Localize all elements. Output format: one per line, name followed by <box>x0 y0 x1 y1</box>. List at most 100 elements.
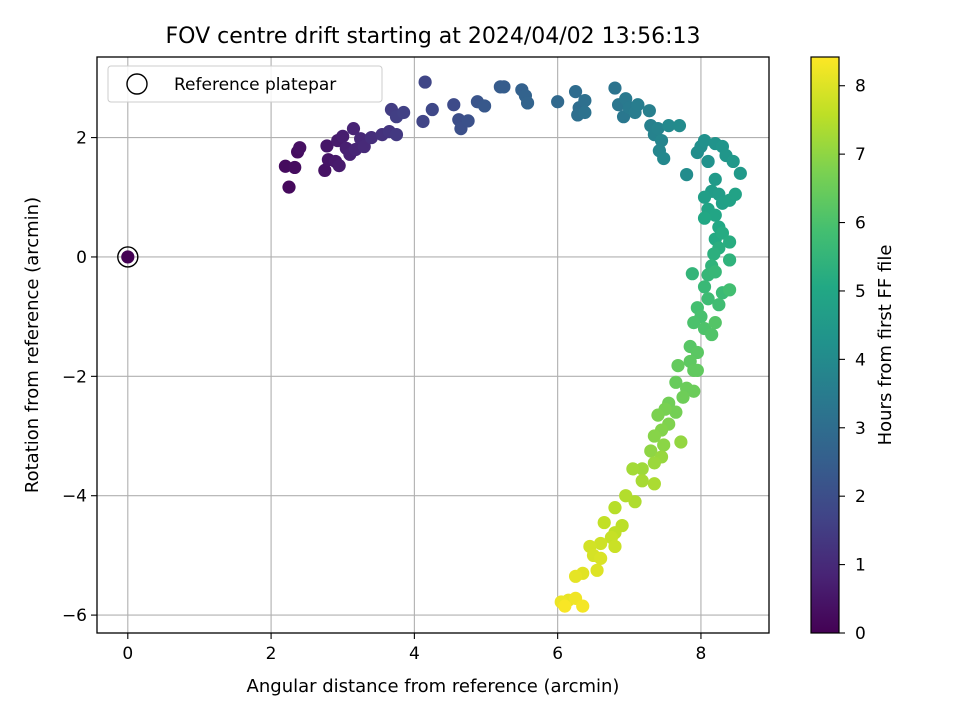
x-tick-label: 8 <box>696 644 707 664</box>
colorbar-tick-label: 6 <box>855 214 866 234</box>
data-point <box>722 283 737 297</box>
data-point <box>461 114 475 128</box>
colorbar-label: Hours from first FF file <box>875 245 896 446</box>
data-point <box>676 390 690 404</box>
data-point <box>551 95 565 109</box>
y-tick-label: −2 <box>62 367 87 387</box>
data-point <box>728 187 742 201</box>
data-point <box>364 130 378 145</box>
data-point <box>558 599 572 613</box>
data-point <box>697 280 712 294</box>
data-point <box>520 96 535 110</box>
data-point <box>282 180 296 194</box>
data-point <box>594 551 608 565</box>
y-tick-label: 0 <box>76 248 87 268</box>
data-point <box>418 75 432 89</box>
data-point <box>631 98 645 112</box>
data-point <box>608 539 622 554</box>
y-tick-label: 2 <box>76 129 87 149</box>
data-point <box>708 172 722 186</box>
data-point <box>697 211 712 225</box>
data-point <box>687 384 701 398</box>
data-point <box>336 129 350 143</box>
data-points <box>117 75 747 613</box>
data-point <box>726 154 740 169</box>
colorbar-tick-label: 1 <box>855 556 866 576</box>
x-tick-label: 2 <box>266 644 277 664</box>
chart-title: FOV centre drift starting at 2024/04/02 … <box>166 24 701 49</box>
data-point <box>657 151 671 166</box>
data-point <box>293 141 307 155</box>
x-axis-label: Angular distance from reference (arcmin) <box>247 676 620 697</box>
data-point <box>568 569 583 583</box>
data-point <box>644 444 658 458</box>
data-point <box>690 363 704 377</box>
data-point <box>647 456 661 470</box>
data-point <box>657 438 671 452</box>
reference-platepar-marker <box>117 246 139 268</box>
data-point <box>578 93 592 108</box>
data-point <box>357 139 371 154</box>
x-axis-ticks: 0 2 4 6 8 <box>122 633 706 664</box>
data-point <box>697 190 712 204</box>
x-tick-label: 4 <box>409 644 420 664</box>
data-point <box>346 122 361 136</box>
y-axis-ticks: −6 −4 −2 0 2 <box>62 129 97 626</box>
data-point <box>318 163 332 178</box>
legend-box <box>107 65 383 103</box>
data-point <box>705 327 719 342</box>
data-point <box>733 166 747 180</box>
colorbar-tick-label: 4 <box>855 350 866 370</box>
data-point <box>590 563 604 577</box>
data-point <box>722 253 737 267</box>
data-point <box>712 298 726 312</box>
data-point <box>707 247 721 261</box>
x-tick-label: 6 <box>552 644 563 664</box>
colorbar-tick-label: 0 <box>855 624 866 644</box>
x-tick-label: 0 <box>122 644 133 664</box>
data-point <box>594 536 608 551</box>
data-point <box>722 235 737 249</box>
data-point <box>680 167 694 182</box>
y-axis-label: Rotation from reference (arcmin) <box>22 197 43 493</box>
data-point <box>608 501 622 515</box>
colorbar-ticks: 0 1 2 3 4 5 6 7 8 <box>839 77 866 644</box>
data-point <box>701 292 715 306</box>
data-point <box>672 119 687 133</box>
colorbar-tick-label: 3 <box>855 419 866 439</box>
data-point <box>647 429 661 443</box>
data-point <box>708 265 722 279</box>
data-point <box>389 127 404 142</box>
data-point <box>320 139 334 153</box>
data-point <box>288 160 302 175</box>
data-point <box>635 462 649 476</box>
colorbar-tick-label: 2 <box>855 487 866 507</box>
data-point <box>671 358 685 373</box>
data-point <box>690 345 704 360</box>
data-point <box>568 85 583 99</box>
data-point <box>121 250 135 264</box>
data-point <box>635 474 649 488</box>
data-point <box>708 208 722 222</box>
legend: Reference platepar <box>107 65 383 103</box>
data-point <box>578 105 592 120</box>
colorbar-tick-label: 7 <box>855 145 866 165</box>
data-point <box>647 477 661 491</box>
colorbar-tick-label: 8 <box>855 77 866 97</box>
data-point <box>654 133 669 148</box>
data-point <box>447 98 461 112</box>
legend-reference-marker <box>126 73 148 95</box>
colorbar <box>810 56 840 634</box>
data-point <box>477 99 492 113</box>
data-point <box>651 408 665 422</box>
data-point <box>397 105 411 120</box>
data-point <box>626 462 640 476</box>
data-point <box>619 489 633 503</box>
data-point <box>642 104 656 118</box>
data-point <box>669 375 683 389</box>
data-point <box>608 81 622 95</box>
data-point <box>708 316 722 330</box>
grid-lines <box>97 57 769 633</box>
plot-frame <box>96 56 770 634</box>
y-tick-label: −6 <box>62 606 87 626</box>
